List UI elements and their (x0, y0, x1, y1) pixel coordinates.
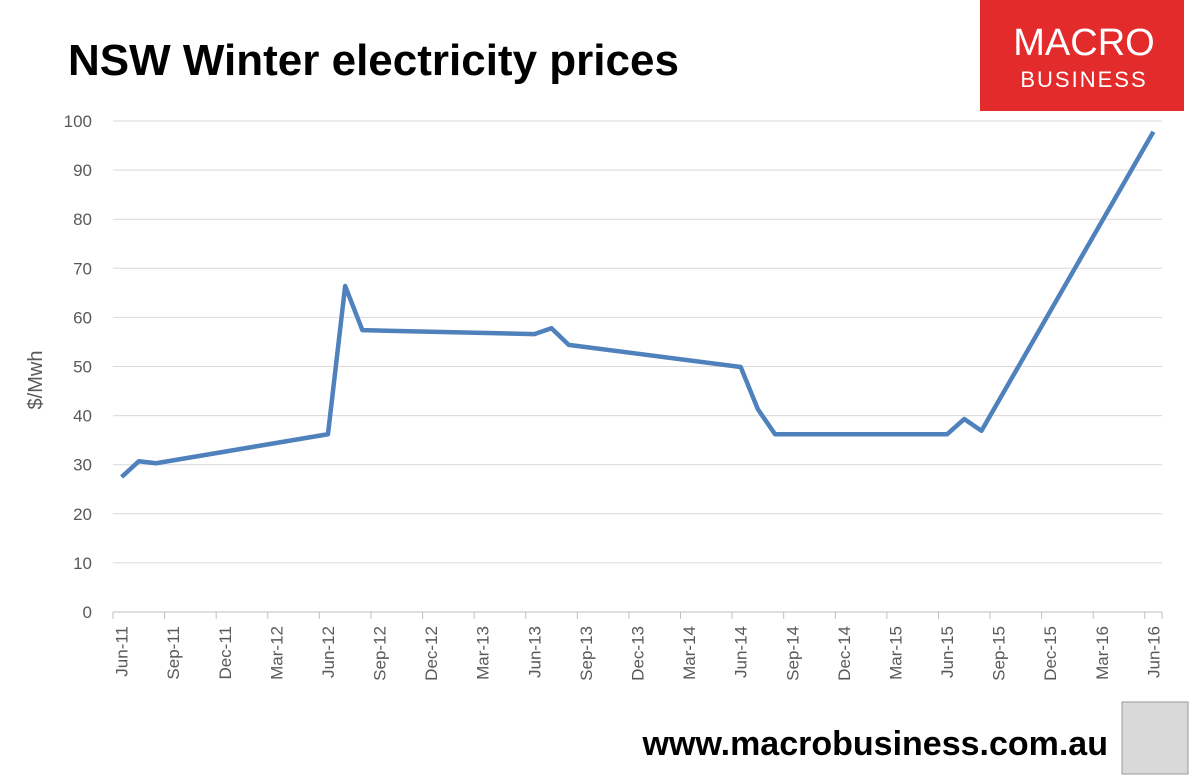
x-tick-label: Mar-14 (680, 626, 699, 680)
x-tick-label: Sep-11 (164, 626, 183, 680)
x-tick-label: Dec-14 (835, 626, 854, 681)
logo-box (980, 0, 1184, 111)
x-tick-label: Mar-13 (474, 626, 493, 680)
chart-title: NSW Winter electricity prices (68, 36, 679, 85)
x-tick-label: Dec-15 (1041, 626, 1060, 681)
x-tick-label: Jun-13 (525, 626, 544, 678)
logo-text: BUSINESS (1020, 67, 1147, 92)
footer: www.macrobusiness.com.au (642, 725, 1108, 763)
y-tick-label: 90 (73, 161, 92, 180)
x-tick-label: Sep-13 (577, 626, 596, 681)
y-tick-label: 30 (73, 456, 92, 475)
y-axis-label: $/Mwh (25, 351, 47, 410)
y-tick-label: 40 (73, 407, 92, 426)
x-tick-label: Jun-15 (938, 626, 957, 678)
x-tick-label: Mar-16 (1093, 626, 1112, 680)
x-tick-label: Jun-12 (319, 626, 338, 678)
x-tick-label: Jun-11 (113, 626, 132, 677)
y-tick-label: 0 (83, 603, 92, 622)
x-tick-label: Dec-11 (216, 626, 235, 680)
y-tick-label: 20 (73, 505, 92, 524)
y-tick-label: 70 (73, 259, 92, 278)
x-tick-label: Sep-12 (371, 626, 390, 681)
x-tick-label: Mar-15 (886, 626, 905, 680)
x-tick-label: Dec-13 (629, 626, 648, 681)
x-tick-label: Sep-15 (990, 626, 1009, 681)
fox-icon (1121, 701, 1189, 775)
y-tick-label: 100 (64, 112, 92, 131)
logo-text: MACRO (1013, 22, 1154, 64)
y-tick-label: 10 (73, 554, 92, 573)
x-tick-label: Jun-14 (732, 626, 751, 678)
y-tick-label: 50 (73, 358, 92, 377)
x-tick-label: Mar-12 (267, 626, 286, 680)
y-tick-label: 80 (73, 210, 92, 229)
x-tick-label: Jun-16 (1144, 626, 1163, 678)
line-series (120, 130, 1156, 479)
y-tick-label: 60 (73, 308, 92, 327)
x-tick-label: Sep-14 (783, 626, 802, 681)
x-tick-label: Dec-12 (422, 626, 441, 681)
